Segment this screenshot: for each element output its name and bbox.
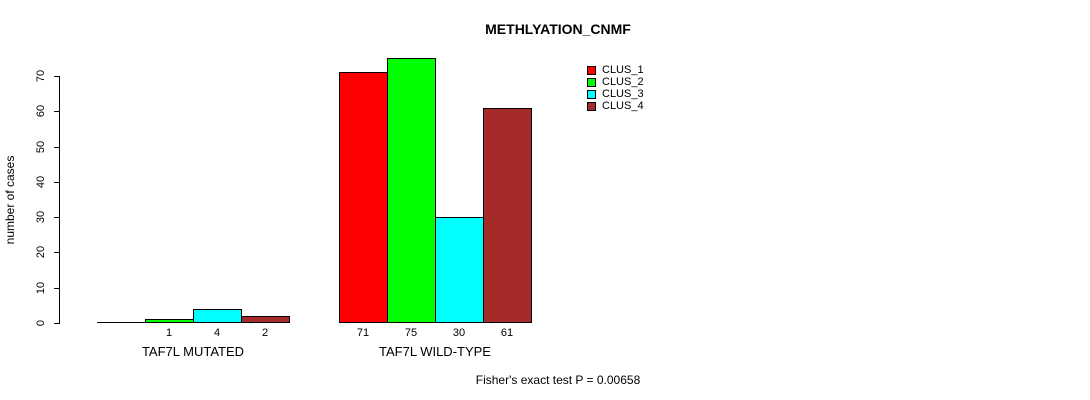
y-axis-tick [54, 111, 59, 112]
y-axis-tick-label: 0 [35, 319, 47, 327]
legend-item: CLUS_3 [587, 88, 644, 100]
bar [435, 217, 484, 323]
bar [483, 108, 532, 323]
y-axis-tick-label: 60 [35, 104, 47, 118]
legend-swatch [587, 89, 596, 99]
bar-value-label: 71 [356, 327, 370, 339]
bar [97, 322, 146, 323]
bar-value-label: 75 [404, 327, 418, 339]
y-axis-tick-label: 40 [35, 175, 47, 189]
group-label: TAF7L WILD-TYPE [379, 344, 491, 359]
y-axis-label: number of cases [3, 155, 17, 245]
bar-value-label: 30 [452, 327, 466, 339]
bar [145, 319, 194, 323]
stat-annotation: Fisher's exact test P = 0.00658 [475, 373, 641, 387]
y-axis-tick [54, 288, 59, 289]
bar-value-label: 4 [213, 327, 221, 339]
legend-item: CLUS_4 [587, 100, 644, 112]
legend-swatch [587, 65, 596, 75]
legend-label: CLUS_4 [602, 100, 644, 112]
group-label: TAF7L MUTATED [141, 344, 245, 359]
y-axis-line [59, 76, 60, 324]
legend-swatch [587, 101, 596, 111]
y-axis-tick [54, 252, 59, 253]
legend-item: CLUS_1 [587, 64, 644, 76]
bar [241, 316, 290, 323]
chart-title: METHLYATION_CNMF [485, 21, 631, 37]
y-axis-tick [54, 323, 59, 324]
bar [387, 58, 436, 323]
y-axis-tick-label: 30 [35, 210, 47, 224]
y-axis-tick [54, 217, 59, 218]
bar-value-label: 2 [261, 327, 269, 339]
y-axis-tick [54, 76, 59, 77]
legend-label: CLUS_1 [602, 64, 644, 76]
y-axis-tick-label: 10 [35, 281, 47, 295]
bar-value-label: 1 [165, 327, 173, 339]
legend-swatch [587, 77, 596, 87]
bar [339, 72, 388, 323]
y-axis-tick-label: 20 [35, 245, 47, 259]
y-axis-tick-label: 50 [35, 140, 47, 154]
legend-label: CLUS_3 [602, 88, 644, 100]
legend-item: CLUS_2 [587, 76, 644, 88]
bar-value-label: 61 [500, 327, 514, 339]
y-axis-tick [54, 147, 59, 148]
legend: CLUS_1 CLUS_2 CLUS_3 CLUS_4 [587, 64, 644, 112]
bar [193, 309, 242, 323]
y-axis-tick [54, 182, 59, 183]
legend-label: CLUS_2 [602, 76, 644, 88]
y-axis-tick-label: 70 [35, 69, 47, 83]
